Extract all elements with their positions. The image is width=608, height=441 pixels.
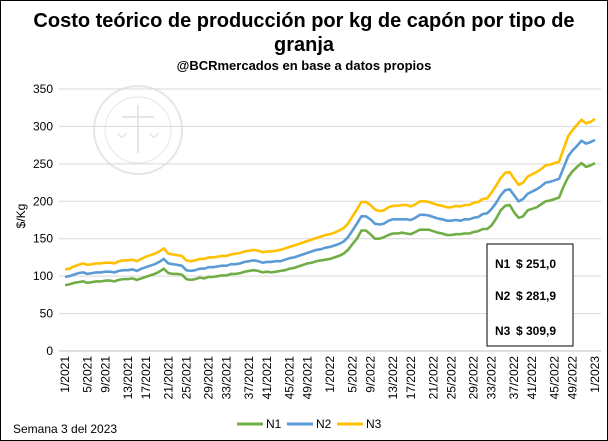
y-axis-label: $/Kg [14, 204, 28, 229]
footer-note: Semana 3 del 2023 [13, 422, 117, 436]
y-tick-label: 350 [33, 82, 53, 96]
x-tick-label: 17/2022 [404, 356, 418, 400]
x-tick-label: 41/2021 [260, 356, 274, 400]
x-tick-label: 13/2021 [121, 356, 135, 400]
x-tick-label: 29/2021 [202, 356, 216, 400]
latest-values-box: N1 $ 251,0 N2 $ 281,9 N3 $ 309,9 [486, 243, 574, 347]
chart-title-line1: Costo teórico de producción por kg de ca… [33, 10, 574, 32]
x-tick-label: 25/2021 [179, 356, 193, 400]
watermark-seal [93, 85, 183, 175]
series-lines [64, 117, 596, 287]
series-line-n2 [64, 138, 596, 279]
y-tick-label: 100 [33, 269, 53, 283]
y-tick-label: 0 [46, 344, 53, 358]
x-tick-label: 1/2023 [588, 356, 602, 393]
legend-label-n3: N3 [366, 417, 382, 431]
box-value-n2: $ 281,9 [516, 289, 556, 303]
box-value-n3: $ 309,9 [516, 324, 556, 338]
series-line-n3 [64, 117, 596, 271]
x-tick-label: 17/2021 [139, 356, 153, 400]
y-tick-label: 50 [40, 307, 54, 321]
x-tick-label: 1/2022 [323, 356, 337, 393]
x-tick-label: 41/2022 [525, 356, 539, 400]
x-tick-label: 9/2022 [363, 356, 377, 393]
box-label-n2: N2 [495, 289, 511, 303]
x-tick-label: 49/2021 [301, 356, 315, 400]
x-tick-label: 25/2022 [444, 356, 458, 400]
y-tick-label: 150 [33, 232, 53, 246]
x-tick-label: 45/2021 [283, 356, 297, 400]
series-line-n1 [64, 161, 596, 287]
x-tick-label: 21/2022 [426, 356, 440, 400]
legend-label-n2: N2 [316, 417, 332, 431]
x-tick-label: 13/2022 [386, 356, 400, 400]
box-label-n1: N1 [495, 257, 511, 271]
x-tick-label: 9/2021 [98, 356, 112, 393]
x-tick-label: 5/2022 [345, 356, 359, 393]
y-tick-label: 200 [33, 194, 53, 208]
x-tick-label: 49/2022 [566, 356, 580, 400]
x-tick-label: 29/2022 [467, 356, 481, 400]
box-label-n3: N3 [495, 324, 511, 338]
y-tick-label: 250 [33, 157, 53, 171]
x-tick-label: 5/2021 [80, 356, 94, 393]
x-tick-label: 33/2022 [485, 356, 499, 400]
y-tick-label: 300 [33, 119, 53, 133]
x-tick-label: 37/2022 [507, 356, 521, 400]
x-tick-label: 37/2021 [242, 356, 256, 400]
x-tick-label: 45/2022 [548, 356, 562, 400]
chart-subtitle: @BCRmercados en base a datos propios [177, 58, 432, 73]
x-tick-label: 33/2021 [220, 356, 234, 400]
x-tick-label: 21/2021 [161, 356, 175, 400]
x-axis-ticks: 1/2021 5/2021 9/2021 13/2021 17/2021 21/2021 2… [58, 356, 602, 400]
chart-title-line2: granja [274, 34, 335, 56]
legend: N1 N2 N3 [237, 417, 382, 431]
box-value-n1: $ 251,0 [516, 257, 556, 271]
legend-label-n1: N1 [266, 417, 282, 431]
x-tick-label: 1/2021 [58, 356, 72, 393]
y-axis-ticks: 0 50 100 150 200 250 300 350 [33, 82, 53, 358]
